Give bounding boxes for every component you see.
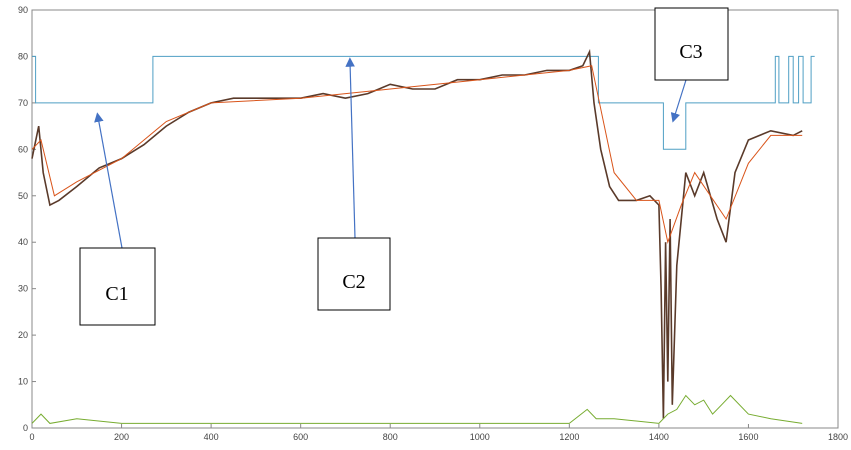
y-tick-label: 60 (18, 144, 28, 154)
x-tick-label: 1200 (559, 432, 579, 442)
y-tick-label: 90 (18, 5, 28, 15)
x-tick-label: 200 (114, 432, 129, 442)
y-tick-label: 0 (23, 423, 28, 433)
annotation: C1 (105, 283, 128, 305)
x-tick-label: 400 (204, 432, 219, 442)
annotation: C3 (679, 41, 702, 63)
x-tick-label: 600 (293, 432, 308, 442)
y-tick-label: 50 (18, 191, 28, 201)
x-tick-label: 1600 (738, 432, 758, 442)
y-tick-label: 20 (18, 330, 28, 340)
y-tick-label: 40 (18, 237, 28, 247)
annotation-box (654, 7, 729, 81)
y-tick-label: 80 (18, 51, 28, 61)
y-tick-label: 30 (18, 284, 28, 294)
series-line (31, 65, 803, 245)
annotation-box (79, 247, 156, 326)
y-tick-label: 10 (18, 377, 28, 387)
annotation: C2 (342, 271, 365, 293)
series-line (32, 55, 815, 150)
x-tick-label: 800 (383, 432, 398, 442)
arrow (345, 57, 356, 239)
annotation-box (317, 237, 391, 311)
series-line (31, 394, 803, 424)
x-tick-label: 1000 (470, 432, 490, 442)
arrow (670, 79, 687, 123)
x-tick-label: 1800 (828, 432, 848, 442)
x-tick-label: 1400 (649, 432, 669, 442)
arrow (94, 112, 123, 249)
y-tick-label: 70 (18, 98, 28, 108)
x-tick-label: 0 (29, 432, 34, 442)
